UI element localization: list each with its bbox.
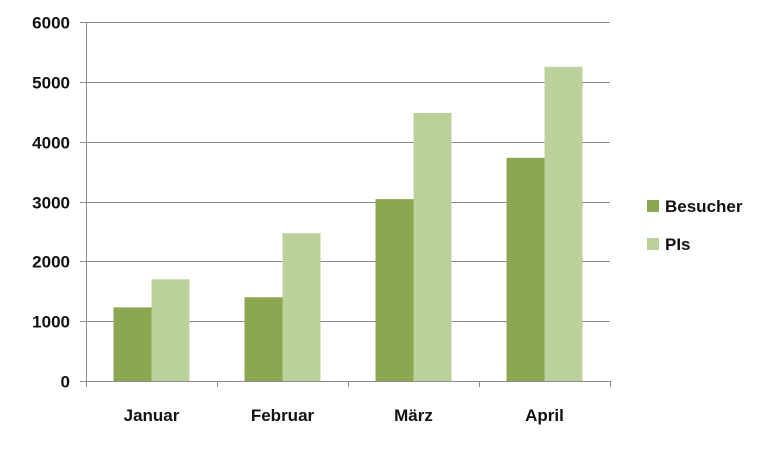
y-tick-label-5000: 5000: [32, 74, 70, 93]
y-tick-label-3000: 3000: [32, 194, 70, 213]
y-tick-label-2000: 2000: [32, 253, 70, 272]
bar-pis-februar: [282, 233, 321, 381]
bar-pis-januar: [151, 279, 190, 381]
bar-pis-april: [544, 66, 583, 381]
legend-label-pis: PIs: [665, 235, 691, 254]
y-tick-label-1000: 1000: [32, 313, 70, 332]
x-tick-label-januar: Januar: [124, 406, 180, 425]
bars: [113, 66, 583, 382]
legend: Besucher PIs: [647, 197, 743, 254]
legend-label-besucher: Besucher: [665, 197, 743, 216]
bar-pis-märz: [413, 112, 452, 382]
y-tick-labels: 0 1000 2000 3000 4000 5000 6000: [32, 14, 70, 392]
x-tick-labels: Januar Februar März April: [124, 406, 564, 425]
x-tick-label-februar: Februar: [251, 406, 315, 425]
bar-besucher-januar: [113, 307, 152, 381]
x-tick-label-april: April: [525, 406, 564, 425]
y-tick-label-0: 0: [61, 373, 70, 392]
legend-swatch-pis: [647, 238, 659, 250]
bar-besucher-februar: [244, 297, 283, 381]
axes: [80, 22, 611, 387]
y-tick-label-4000: 4000: [32, 134, 70, 153]
bar-besucher-märz: [375, 199, 414, 381]
y-tick-label-6000: 6000: [32, 14, 70, 33]
legend-swatch-besucher: [647, 200, 659, 212]
bar-besucher-april: [506, 157, 545, 381]
x-tick-label-märz: März: [394, 406, 433, 425]
